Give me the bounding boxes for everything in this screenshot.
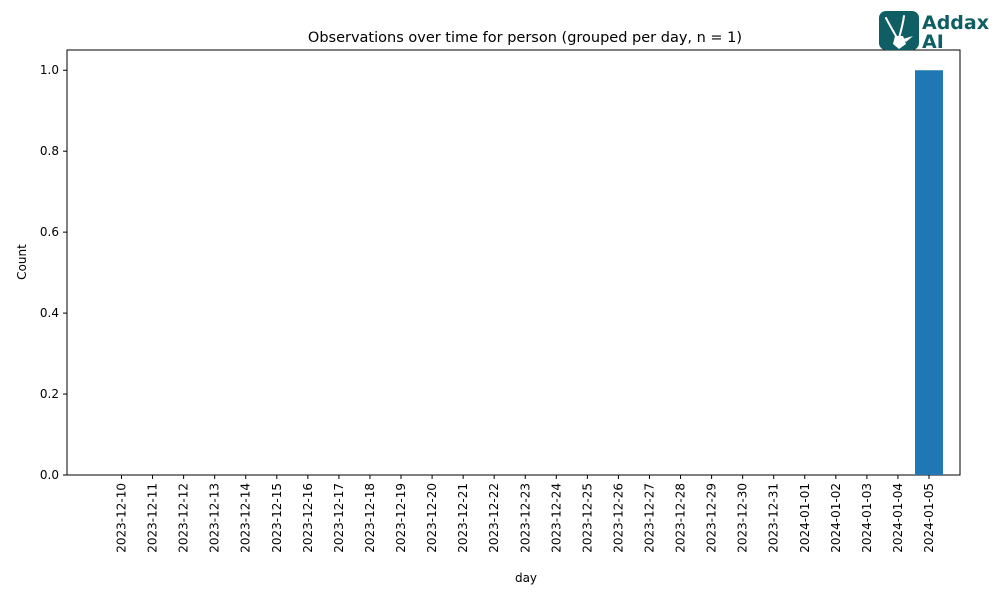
x-tick-label: 2023-12-29 xyxy=(705,483,719,553)
bars-group xyxy=(915,70,943,476)
x-axis-label: day xyxy=(515,571,537,585)
y-tick-label: 0.0 xyxy=(40,468,59,482)
x-tick-label: 2024-01-04 xyxy=(891,483,905,553)
x-tick-label: 2024-01-01 xyxy=(798,483,812,553)
y-tick-label: 0.2 xyxy=(40,387,59,401)
y-tick-label: 0.4 xyxy=(40,306,59,320)
x-tick-label: 2023-12-10 xyxy=(115,483,129,553)
antelope-face-icon xyxy=(893,36,906,49)
x-tick-label: 2023-12-28 xyxy=(674,483,688,553)
x-tick-label: 2024-01-03 xyxy=(860,483,874,553)
x-tick-label: 2023-12-18 xyxy=(363,483,377,553)
y-tick-label: 0.6 xyxy=(40,225,59,239)
y-tick-label: 0.8 xyxy=(40,144,59,158)
x-tick-label: 2023-12-26 xyxy=(611,483,625,553)
antelope-head-icon xyxy=(879,11,919,50)
x-tick-label: 2023-12-30 xyxy=(736,483,750,553)
antelope-ear-icon xyxy=(903,36,913,42)
x-tick-label: 2023-12-27 xyxy=(642,483,656,553)
x-tick-label: 2023-12-21 xyxy=(456,483,470,553)
bar-2024-01-05 xyxy=(915,70,943,476)
x-tick-label: 2024-01-05 xyxy=(922,483,936,553)
x-tick-label: 2023-12-14 xyxy=(239,483,253,553)
x-tick-label: 2023-12-19 xyxy=(394,483,408,553)
x-tick-label: 2023-12-23 xyxy=(518,483,532,553)
x-axis: 2023-12-10 2023-12-11 2023-12-12 2023-12-13… xyxy=(115,475,936,553)
y-axis: 0.0 0.2 0.4 0.6 0.8 1.0 xyxy=(40,63,67,482)
x-tick-label: 2024-01-02 xyxy=(829,483,843,553)
x-tick-label: 2023-12-20 xyxy=(425,483,439,553)
plot-area xyxy=(66,49,961,476)
x-tick-label: 2023-12-22 xyxy=(487,483,501,553)
chart-title: Observations over time for person (group… xyxy=(308,30,742,46)
addax-logo: Addax AI xyxy=(879,11,989,53)
x-tick-label: 2023-12-16 xyxy=(301,483,315,553)
x-tick-label: 2023-12-15 xyxy=(270,483,284,553)
logo-text-line1: Addax xyxy=(922,12,989,34)
logo-text-line2: AI xyxy=(922,31,944,53)
x-tick-label: 2023-12-24 xyxy=(549,483,563,553)
x-tick-label: 2023-12-25 xyxy=(580,483,594,553)
x-tick-label: 2023-12-17 xyxy=(332,483,346,553)
y-axis-label: Count xyxy=(15,244,29,280)
x-tick-label: 2023-12-11 xyxy=(146,483,160,553)
x-tick-label: 2023-12-12 xyxy=(177,483,191,553)
x-tick-label: 2023-12-31 xyxy=(767,483,781,553)
x-tick-label: 2023-12-13 xyxy=(208,483,222,553)
y-tick-label: 1.0 xyxy=(40,63,59,77)
